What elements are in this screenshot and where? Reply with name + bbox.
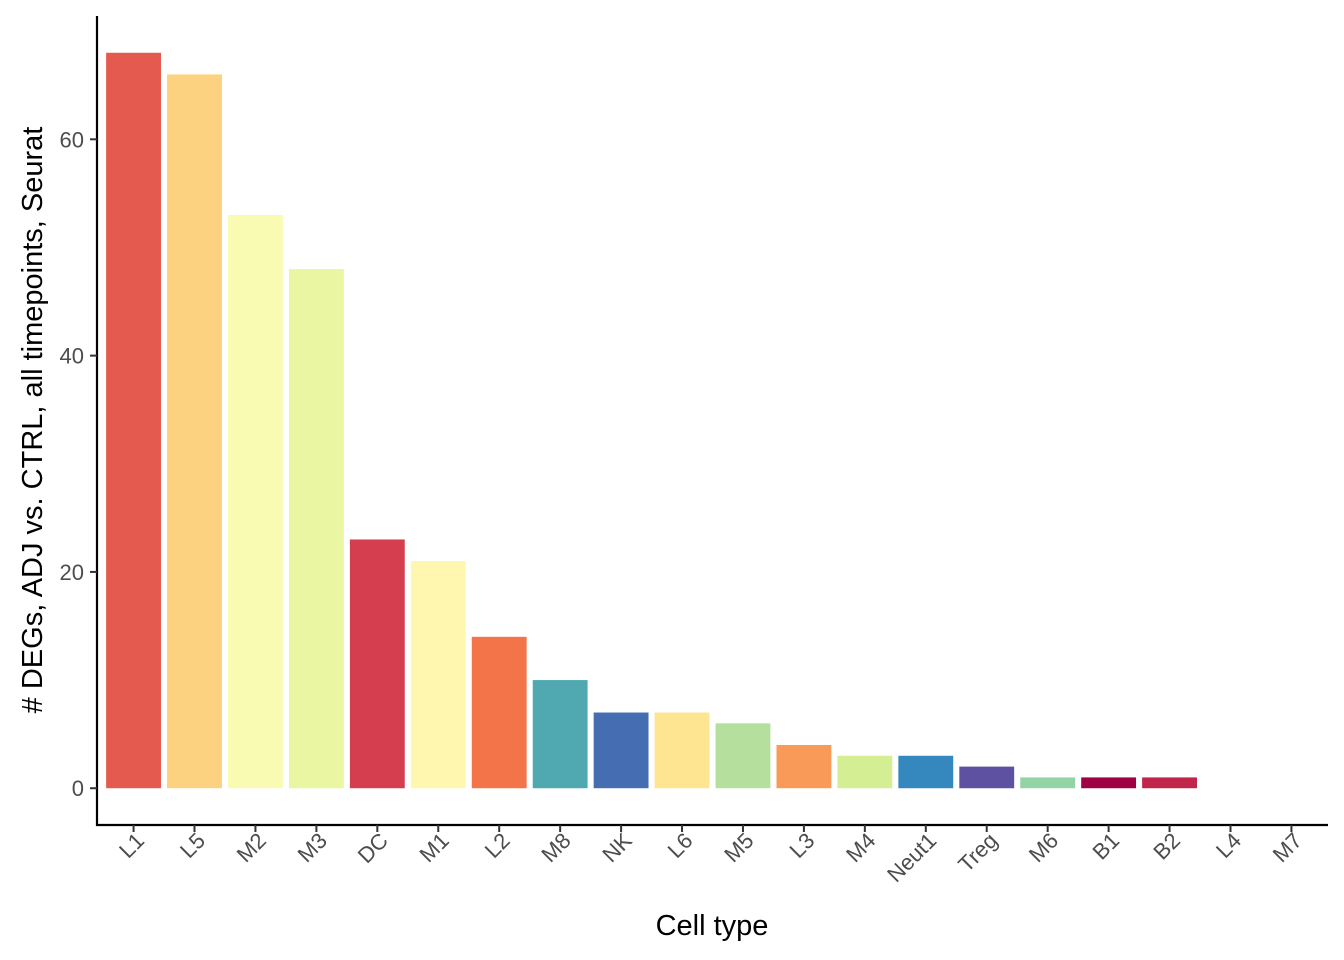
bar-l3 [776, 744, 832, 789]
x-tick-label: M7 [1268, 828, 1307, 867]
x-tick-label: L6 [663, 828, 698, 863]
x-tick-label: L1 [114, 828, 149, 863]
x-tick-label: Neut1 [882, 828, 941, 887]
bar-l1 [106, 52, 161, 789]
x-tick-label: M8 [536, 828, 575, 867]
bar-l6 [654, 712, 710, 789]
x-tick-label: M5 [719, 828, 758, 867]
x-tick-label: L5 [175, 828, 210, 863]
y-ticks-group: 0 20 40 60 [60, 127, 97, 801]
y-tick-label: 0 [72, 776, 84, 801]
x-tick-label: M4 [841, 828, 880, 867]
bar-treg [959, 766, 1015, 789]
bar-l5 [167, 74, 222, 789]
bar-m2 [228, 215, 283, 789]
bar-dc [349, 539, 405, 789]
x-tick-label: L4 [1211, 828, 1246, 863]
x-axis-title: Cell type [656, 910, 769, 942]
bar-b2 [1142, 777, 1197, 789]
bar-m4 [837, 755, 893, 789]
x-tick-label: M6 [1024, 828, 1063, 867]
bar-m5 [715, 723, 771, 789]
bar-m6 [1020, 777, 1076, 789]
y-tick-label: 20 [60, 560, 84, 585]
x-tick-label: M1 [415, 828, 454, 867]
y-axis-title: # DEGs, ADJ vs. CTRL, all timepoints, Se… [17, 127, 49, 714]
x-tick-label: M2 [232, 828, 271, 867]
bars-group [106, 52, 1197, 789]
bar-neut1 [898, 755, 954, 789]
x-tick-label: B2 [1148, 828, 1185, 865]
bar-nk [593, 712, 649, 789]
x-ticks-group: L1 L5 M2 M3 DC M1 L2 M8 NK L6 M5 L3 M4 Neut1 Treg M6 B1 B… [114, 825, 1307, 887]
y-tick-label: 40 [60, 344, 84, 369]
bar-m3 [288, 269, 344, 789]
bar-l2 [471, 636, 527, 789]
y-tick-label: 60 [60, 127, 84, 152]
x-tick-label: M3 [293, 828, 332, 867]
x-tick-label: Treg [953, 828, 1002, 877]
x-tick-label: L2 [480, 828, 515, 863]
bar-m8 [532, 680, 588, 789]
x-tick-label: B1 [1087, 828, 1124, 865]
x-tick-label: NK [597, 828, 637, 868]
bar-m1 [410, 561, 466, 789]
x-tick-label: L3 [784, 828, 819, 863]
x-tick-label: DC [353, 828, 393, 868]
bar-b1 [1081, 777, 1137, 789]
